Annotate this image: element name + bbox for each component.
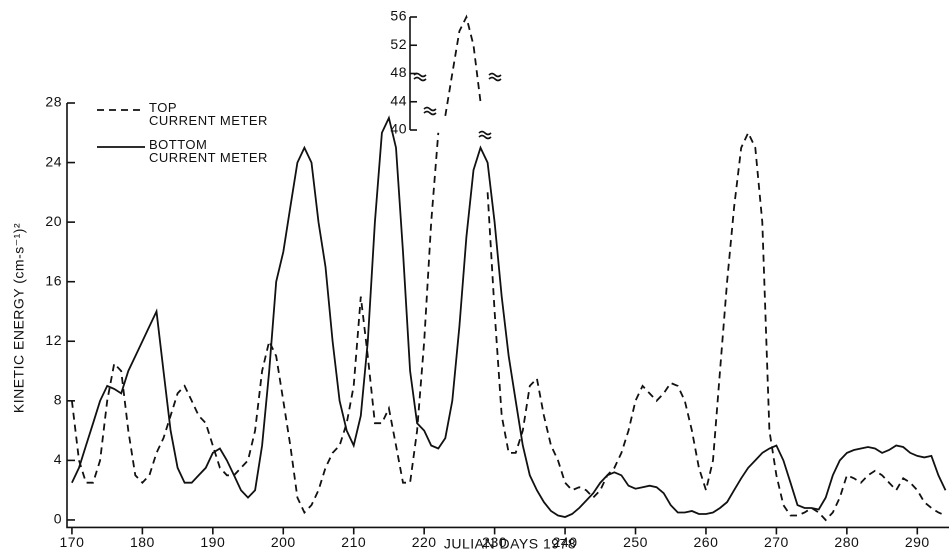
y-tick-label: 0: [54, 511, 62, 527]
y2-tick-label: 56: [390, 8, 407, 24]
x-axis-title: JULIAN DAYS 1978: [444, 536, 576, 552]
x-tick-label: 270: [764, 534, 789, 550]
y-tick-label: 4: [54, 451, 62, 467]
x-tick-label: 210: [341, 534, 366, 550]
y-axis-title: KINETIC ENERGY (cm-s⁻¹)²: [11, 223, 27, 413]
series-line: [71, 115, 947, 518]
x-tick-label: 170: [60, 534, 85, 550]
axis-line: [66, 103, 949, 529]
x-tick-label: 200: [271, 534, 296, 550]
y-tick-label: 16: [45, 272, 62, 288]
series-line: [71, 132, 440, 515]
y2-tick-label: 52: [390, 36, 407, 52]
y-tick-label: 8: [54, 392, 62, 408]
x-tick-label: 240: [553, 534, 578, 550]
legend-label: BOTTOM CURRENT METER: [149, 137, 268, 165]
x-tick-label: 280: [834, 534, 859, 550]
y2-tick-label: 48: [390, 64, 407, 80]
x-tick-label: 220: [412, 534, 437, 550]
x-tick-label: 290: [905, 534, 930, 550]
y-tick-label: 12: [45, 332, 62, 348]
x-tick-label: 230: [482, 534, 507, 550]
x-tick-label: 250: [623, 534, 648, 550]
series-line: [486, 130, 946, 522]
x-tick-label: 260: [694, 534, 719, 550]
y-tick-label: 20: [45, 213, 62, 229]
break-marks: [413, 72, 502, 140]
y-tick-label: 24: [45, 153, 62, 169]
series-line: [444, 14, 482, 117]
legend-label: TOP CURRENT METER: [149, 100, 268, 128]
y-tick-label: 28: [45, 94, 62, 110]
y2-tick-label: 44: [390, 92, 407, 108]
x-tick-label: 180: [130, 534, 155, 550]
x-tick-label: 190: [200, 534, 225, 550]
y2-tick-label: 40: [390, 121, 407, 137]
